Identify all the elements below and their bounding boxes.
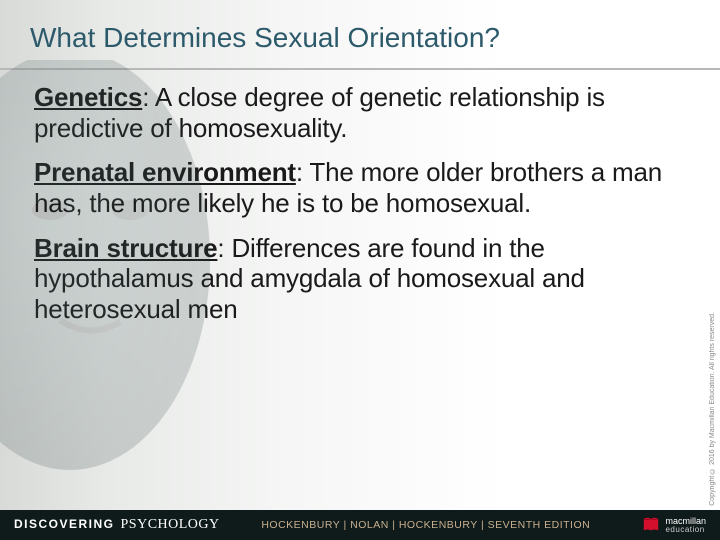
- footer-publisher: macmillan education: [642, 516, 706, 534]
- title-area: What Determines Sexual Orientation?: [0, 0, 720, 68]
- term-prenatal: Prenatal environment: [34, 157, 296, 187]
- copyright-vertical-text: Copyright © 2016 by Macmillan Education.…: [709, 312, 716, 506]
- paragraph-prenatal: Prenatal environment: The more older bro…: [34, 157, 686, 218]
- footer-bar: DISCOVERING PSYCHOLOGY HOCKENBURY | NOLA…: [0, 510, 720, 540]
- term-genetics: Genetics: [34, 82, 142, 112]
- slide-title: What Determines Sexual Orientation?: [30, 22, 690, 54]
- content-area: Genetics: A close degree of genetic rela…: [0, 70, 720, 510]
- brand-discovering: DISCOVERING: [14, 517, 115, 531]
- footer-brand: DISCOVERING PSYCHOLOGY: [14, 517, 220, 533]
- macmillan-logo-icon: [642, 516, 660, 534]
- paragraph-brain: Brain structure: Differences are found i…: [34, 233, 686, 325]
- publisher-line2: education: [665, 526, 706, 534]
- slide: What Determines Sexual Orientation? Gene…: [0, 0, 720, 540]
- paragraph-genetics: Genetics: A close degree of genetic rela…: [34, 82, 686, 143]
- brand-psychology: PSYCHOLOGY: [121, 517, 220, 533]
- publisher-text: macmillan education: [665, 517, 706, 534]
- footer-authors-edition: HOCKENBURY | NOLAN | HOCKENBURY | SEVENT…: [261, 519, 590, 531]
- term-brain: Brain structure: [34, 233, 217, 263]
